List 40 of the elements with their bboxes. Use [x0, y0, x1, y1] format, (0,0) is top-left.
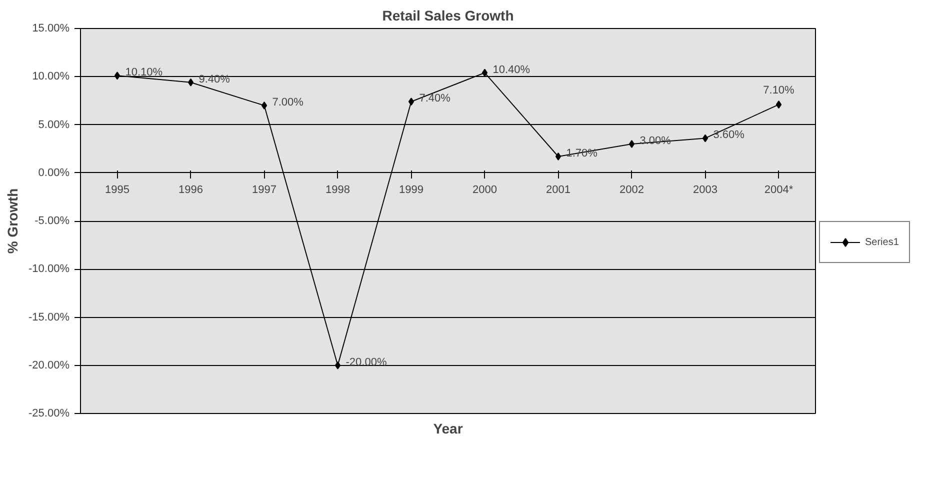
x-tick-label: 1995 [105, 184, 130, 196]
point [188, 78, 194, 86]
y-tick-label: 0.00% [38, 166, 70, 179]
point [702, 134, 708, 142]
x-tick-label: 1997 [252, 184, 276, 196]
data-label: 3.60% [713, 129, 745, 142]
x-tick-label: 2004* [764, 184, 794, 196]
data-label: 7.10% [763, 84, 795, 97]
point [776, 100, 782, 109]
y-tick-label: 5.00% [38, 118, 70, 131]
data-label: 10.40% [492, 64, 530, 76]
x-tick-label: 2001 [546, 184, 570, 196]
point [334, 361, 341, 370]
y-tick-label: -20.00% [28, 359, 70, 372]
x-tick-label: 2000 [472, 184, 497, 196]
y-tick-label: -25.00% [28, 408, 70, 420]
point [555, 152, 562, 161]
y-tick-label: -5.00% [34, 215, 70, 227]
x-tick-label: 2002 [620, 184, 644, 196]
point [114, 72, 120, 80]
x-tick-label: 1998 [326, 184, 350, 196]
y-tick-label: -10.00% [28, 263, 70, 276]
x-tick-label: 1996 [178, 184, 203, 196]
data-label: 9.40% [198, 73, 230, 86]
chart-title: Retail Sales Growth [382, 8, 514, 24]
x-tick-label: 2003 [693, 184, 718, 196]
point [482, 68, 488, 77]
y-tick-label: 15.00% [32, 22, 70, 34]
data-label: 7.00% [272, 96, 304, 108]
point [261, 102, 268, 110]
y-tick-label: 10.00% [32, 70, 70, 83]
y-axis-title: % Growth [4, 188, 21, 254]
y-tick-label: -15.00% [28, 311, 70, 324]
point [628, 140, 635, 148]
x-tick-label: 1999 [399, 184, 424, 196]
x-axis-title: Year [433, 420, 464, 436]
data-label: 10.10% [125, 66, 163, 79]
data-label: 7.40% [419, 92, 451, 105]
point [408, 98, 414, 106]
legend-label: Series1 [865, 236, 899, 248]
